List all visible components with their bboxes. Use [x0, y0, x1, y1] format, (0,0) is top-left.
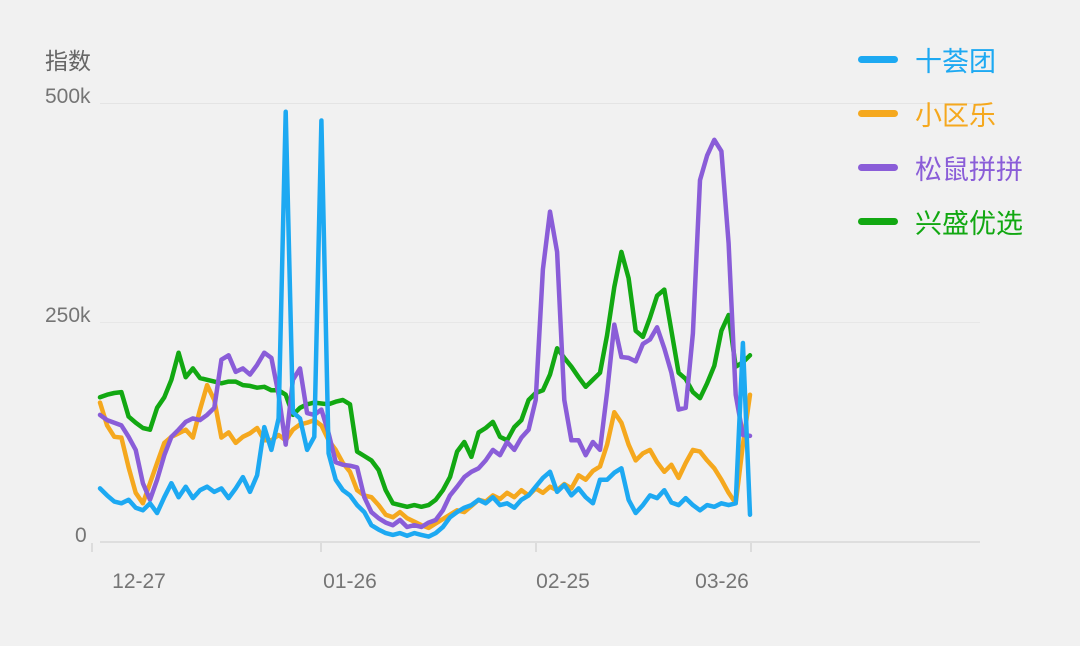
legend-label: 兴盛优选	[915, 208, 1023, 239]
x-tick-mark-2	[320, 543, 322, 552]
legend-swatch-orange	[858, 109, 898, 117]
x-tick-mark-4	[750, 543, 752, 552]
chart-legend: 十荟团 小区乐 松鼠拼拼 兴盛优选	[858, 32, 1023, 248]
legend-label: 十荟团	[915, 46, 996, 77]
legend-swatch-blue	[858, 55, 898, 63]
y-tick-label-500k: 500k	[45, 85, 91, 108]
gridline-500k	[100, 103, 980, 104]
legend-item-songshupinpin[interactable]: 松鼠拼拼	[858, 140, 1023, 194]
y-tick-label-0: 0	[75, 524, 87, 547]
series-line-松鼠拼拼	[97, 137, 753, 530]
legend-label: 小区乐	[915, 100, 996, 131]
legend-swatch-green	[858, 217, 898, 225]
y-axis-title: 指数	[45, 48, 91, 74]
legend-swatch-purple	[858, 163, 898, 171]
x-tick-mark-3	[535, 543, 537, 552]
y-tick-label-250k: 250k	[45, 304, 91, 327]
series-line-兴盛优选	[97, 249, 753, 510]
x-tick-label-mar26: 03-26	[695, 570, 749, 593]
legend-label: 松鼠拼拼	[915, 154, 1023, 185]
series-line-十荟团	[97, 109, 753, 539]
x-tick-label-jan26: 01-26	[323, 570, 377, 593]
x-tick-label-feb25: 02-25	[536, 570, 590, 593]
x-tick-mark-1	[91, 543, 93, 552]
x-axis-line	[100, 541, 980, 543]
legend-item-xiaoqule[interactable]: 小区乐	[858, 86, 1023, 140]
x-tick-label-dec27: 12-27	[112, 570, 166, 593]
legend-item-shihuituan[interactable]: 十荟团	[858, 32, 1023, 86]
legend-item-xingshengyouxuan[interactable]: 兴盛优选	[858, 194, 1023, 248]
